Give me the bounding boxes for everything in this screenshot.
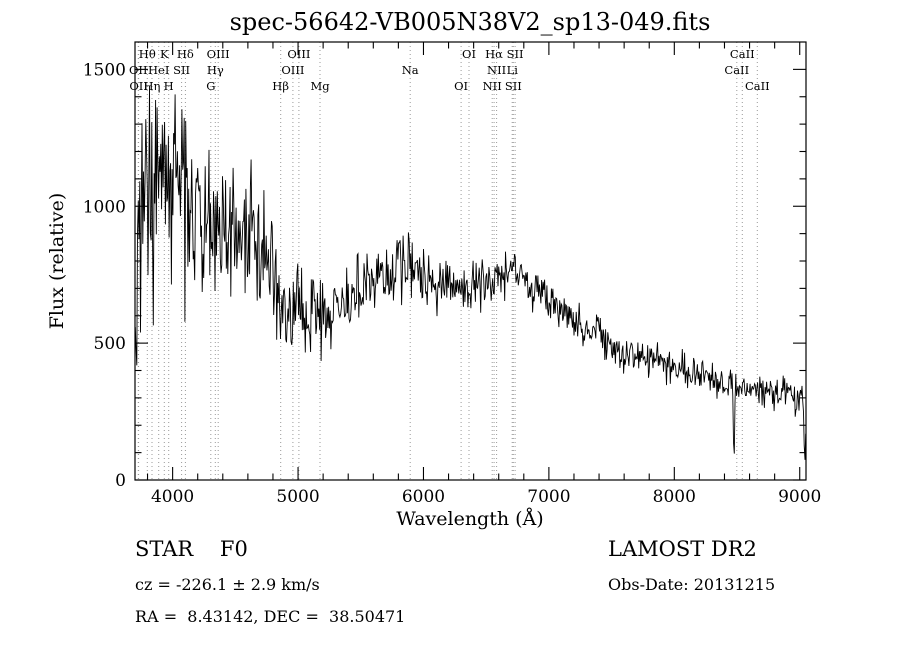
spectral-line-label: Hα: [485, 47, 503, 61]
spectral-line-label: SII: [173, 63, 190, 77]
spectral-line-label: OIII: [281, 63, 304, 77]
x-tick-label: 4000: [151, 487, 194, 507]
spectral-line-label: HeI: [148, 63, 169, 77]
spectral-line-label: Hγ: [207, 63, 224, 77]
spectral-line-label: OI: [454, 79, 468, 93]
y-tick-label: 0: [115, 471, 126, 491]
y-tick-label: 1000: [83, 197, 126, 217]
plot-frame: [134, 41, 807, 481]
x-tick-label: 5000: [276, 487, 319, 507]
spectral-line-label: CaII: [745, 79, 770, 93]
spectral-line-label: CaII: [724, 63, 749, 77]
spectral-line-label: NII: [487, 63, 506, 77]
spectral-line-label: NII: [483, 79, 502, 93]
x-axis-label: Wavelength (Å): [396, 508, 544, 530]
spectrum-trace: [134, 85, 807, 460]
spectral-line-label: SII: [507, 47, 524, 61]
spectral-line-label: Hβ: [272, 79, 289, 93]
spectral-line-label: H: [164, 79, 174, 93]
spectral-line-label: CaII: [730, 47, 755, 61]
spectral-line-label: OI: [462, 47, 476, 61]
x-tick-label: 7000: [527, 487, 570, 507]
spectral-line-label: Na: [402, 63, 419, 77]
spectral-line-label: Hη: [144, 79, 161, 93]
spectral-line-label: Mg: [310, 79, 330, 93]
spectral-line-label: K: [160, 47, 169, 61]
x-tick-label: 9000: [778, 487, 821, 507]
spectral-line-label: SII: [505, 79, 522, 93]
spectral-line-label: Li: [507, 63, 519, 77]
spectral-line-label: Hδ: [177, 47, 194, 61]
object-class-text: STAR F0: [135, 537, 248, 561]
radial-velocity-text: cz = -226.1 ± 2.9 km/s: [135, 575, 320, 594]
spectral-line-label: OII: [129, 79, 148, 93]
survey-release-text: LAMOST DR2: [608, 537, 757, 561]
x-tick-label: 8000: [653, 487, 696, 507]
ra-dec-text: RA = 8.43142, DEC = 38.50471: [135, 607, 406, 626]
spectral-line-label: OIII: [207, 47, 230, 61]
obs-date-text: Obs-Date: 20131215: [608, 575, 776, 594]
spectral-line-label: OII: [129, 63, 148, 77]
spectral-line-label: G: [206, 79, 215, 93]
spectral-line-label: OIII: [287, 47, 310, 61]
x-tick-label: 6000: [402, 487, 445, 507]
spectral-line-label: Hθ: [139, 47, 156, 61]
y-tick-label: 500: [94, 334, 126, 354]
plot-title: spec-56642-VB005N38V2_sp13-049.fits: [229, 8, 711, 36]
y-tick-label: 1500: [83, 60, 126, 80]
